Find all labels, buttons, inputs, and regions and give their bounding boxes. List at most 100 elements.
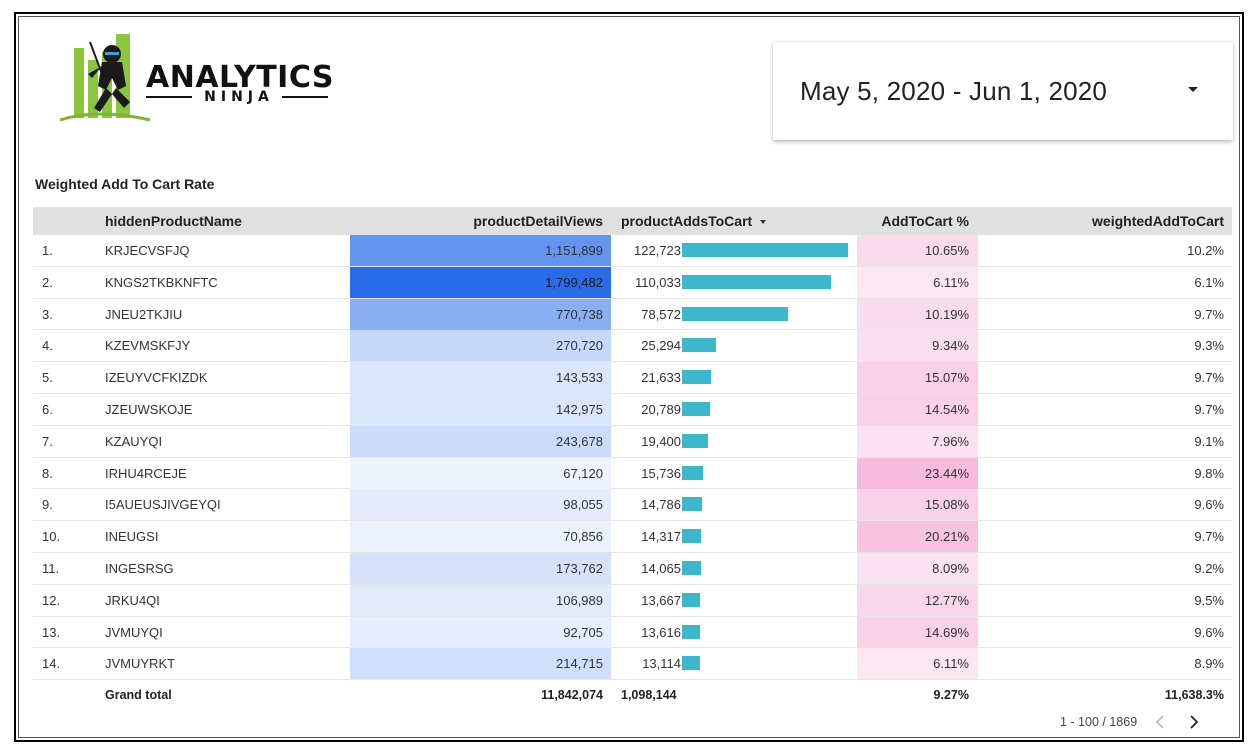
add-to-cart-rate-cell: 10.65% — [857, 235, 978, 266]
row-index: 2. — [42, 274, 53, 290]
sort-descending-icon[interactable] — [760, 220, 767, 225]
table-row[interactable]: 6. JZEUWSKOJE 142,975 20,789 14.54% 9.7% — [33, 393, 1232, 426]
column-header-adds-to-cart[interactable]: productAddsToCart — [621, 207, 851, 235]
product-name: JNEU2TKJIU — [105, 306, 183, 322]
logo-rule-right — [281, 96, 328, 98]
weighted-rate-cell: 6.1% — [1194, 274, 1224, 290]
adds-to-cart-value: 20,789 — [641, 401, 681, 417]
weighted-rate-cell: 9.7% — [1194, 401, 1224, 417]
logo-subtitle: NINJA — [146, 89, 328, 105]
table-row[interactable]: 14. JVMUYRKT 214,715 13,114 6.11% 8.9% — [33, 648, 1232, 681]
row-index: 14. — [42, 656, 61, 672]
weighted-rate-cell: 9.6% — [1194, 497, 1224, 513]
chevron-right-icon — [1190, 715, 1199, 729]
date-range-picker[interactable]: May 5, 2020 - Jun 1, 2020 — [773, 42, 1233, 140]
weighted-rate-cell: 10.2% — [1187, 243, 1224, 258]
weighted-rate-cell: 9.7% — [1194, 370, 1224, 386]
table-row[interactable]: 10. INEUGSI 70,856 14,317 20.21% 9.7% — [33, 521, 1232, 553]
table-row[interactable]: 4. KZEVMSKFJY 270,720 25,294 9.34% 9.3% — [33, 330, 1232, 363]
column-header-product-name[interactable]: hiddenProductName — [105, 213, 242, 229]
weighted-rate-cell: 9.8% — [1194, 465, 1224, 481]
detail-views-cell: 173,762 — [350, 552, 611, 584]
product-name: IRHU4RCEJE — [105, 465, 187, 481]
row-index: 1. — [42, 243, 53, 258]
table-row[interactable]: 13. JVMUYQI 92,705 13,616 14.69% 9.6% — [33, 616, 1232, 649]
weighted-rate-cell: 9.5% — [1194, 592, 1224, 608]
column-header-adds-label: productAddsToCart — [621, 213, 753, 229]
table-header: hiddenProductName productDetailViews pro… — [33, 207, 1232, 235]
column-header-weighted-rate[interactable]: weightedAddToCart — [1092, 213, 1224, 229]
column-header-add-to-cart-rate[interactable]: AddToCart % — [881, 213, 969, 229]
logo-rule-left — [146, 96, 193, 98]
row-index: 4. — [42, 338, 53, 354]
table-row[interactable]: 2. KNGS2TKBKNFTC 1,799,482 110,033 6.11% 6.1% — [33, 266, 1232, 299]
weighted-rate-cell: 8.9% — [1194, 656, 1224, 672]
grand-total-weighted: 11,638.3% — [1164, 688, 1224, 703]
row-index: 3. — [42, 306, 53, 322]
adds-to-cart-value: 13,667 — [641, 592, 681, 608]
add-to-cart-rate-cell: 10.19% — [857, 298, 978, 330]
adds-to-cart-bar — [682, 274, 831, 289]
row-index: 11. — [42, 560, 60, 576]
table-row[interactable]: 11. INGESRSG 173,762 14,065 8.09% 9.2% — [33, 552, 1232, 585]
product-name: IZEUYVCFKIZDK — [105, 370, 208, 386]
adds-to-cart-bar — [682, 592, 700, 607]
table-title: Weighted Add To Cart Rate — [35, 176, 215, 192]
product-name: KZAUYQI — [105, 433, 163, 449]
adds-to-cart-bar-cell — [682, 330, 852, 361]
adds-to-cart-value: 14,065 — [641, 560, 681, 576]
adds-to-cart-bar — [682, 529, 701, 544]
table-row[interactable]: 7. KZAUYQI 243,678 19,400 7.96% 9.1% — [33, 425, 1232, 458]
table-row[interactable]: 3. JNEU2TKJIU 770,738 78,572 10.19% 9.7% — [33, 298, 1232, 331]
adds-to-cart-value: 25,294 — [641, 338, 681, 354]
previous-page-button[interactable] — [1149, 711, 1171, 733]
add-to-cart-rate-cell: 23.44% — [857, 457, 978, 489]
table-row[interactable]: 1. KRJECVSFJQ 1,151,899 122,723 10.65% 10.2% — [33, 235, 1232, 267]
weighted-rate-cell: 9.1% — [1194, 433, 1224, 449]
row-index: 6. — [42, 401, 53, 417]
adds-to-cart-bar-cell — [682, 521, 852, 552]
date-range-value: May 5, 2020 - Jun 1, 2020 — [800, 76, 1108, 106]
detail-views-cell: 70,856 — [350, 521, 611, 553]
add-to-cart-rate-cell: 6.11% — [857, 266, 978, 298]
detail-views-cell: 770,738 — [350, 298, 611, 330]
adds-to-cart-value: 21,633 — [641, 370, 681, 386]
grand-total-views: 11,842,074 — [541, 688, 603, 703]
detail-views-cell: 143,533 — [350, 362, 611, 394]
next-page-button[interactable] — [1183, 711, 1205, 733]
adds-to-cart-bar-cell — [682, 299, 852, 330]
adds-to-cart-bar — [682, 560, 701, 575]
add-to-cart-rate-cell: 15.07% — [857, 362, 978, 394]
table-row[interactable]: 12. JRKU4QI 106,989 13,667 12.77% 9.5% — [33, 584, 1232, 617]
detail-views-cell: 1,799,482 — [350, 266, 611, 298]
row-index: 13. — [42, 624, 61, 640]
adds-to-cart-value: 122,723 — [634, 243, 681, 258]
table-row[interactable]: 5. IZEUYVCFKIZDK 143,533 21,633 15.07% 9.7% — [33, 362, 1232, 394]
chevron-down-icon[interactable] — [1188, 87, 1198, 92]
weighted-rate-cell: 9.7% — [1194, 306, 1224, 322]
row-index: 9. — [42, 497, 53, 513]
adds-to-cart-bar — [682, 370, 711, 385]
grand-total-row: Grand total 11,842,074 1,098,144 9.27% 1… — [33, 680, 1232, 712]
column-header-detail-views[interactable]: productDetailViews — [473, 213, 603, 229]
logo-wordmark: ANALYTICS — [146, 60, 335, 95]
add-to-cart-rate-cell: 20.21% — [857, 521, 978, 553]
product-name: KZEVMSKFJY — [105, 338, 191, 354]
chevron-left-icon — [1156, 715, 1164, 729]
weighted-rate-cell: 9.3% — [1194, 338, 1224, 354]
adds-to-cart-value: 78,572 — [641, 306, 681, 322]
adds-to-cart-bar — [682, 624, 700, 639]
adds-to-cart-bar-cell — [682, 267, 852, 298]
detail-views-cell: 92,705 — [350, 616, 611, 648]
product-name: KNGS2TKBKNFTC — [105, 274, 218, 290]
grand-total-label: Grand total — [105, 688, 172, 703]
adds-to-cart-value: 13,114 — [642, 656, 681, 672]
table-row[interactable]: 9. I5AUEUSJIVGEYQI 98,055 14,786 15.08% 9.6% — [33, 489, 1232, 522]
product-name: INEUGSI — [105, 529, 159, 545]
adds-to-cart-bar-cell — [682, 585, 852, 616]
product-name: I5AUEUSJIVGEYQI — [105, 497, 221, 513]
adds-to-cart-bar-cell — [682, 458, 852, 489]
adds-to-cart-bar-cell — [682, 235, 852, 266]
row-index: 5. — [42, 370, 53, 386]
table-row[interactable]: 8. IRHU4RCEJE 67,120 15,736 23.44% 9.8% — [33, 457, 1232, 490]
